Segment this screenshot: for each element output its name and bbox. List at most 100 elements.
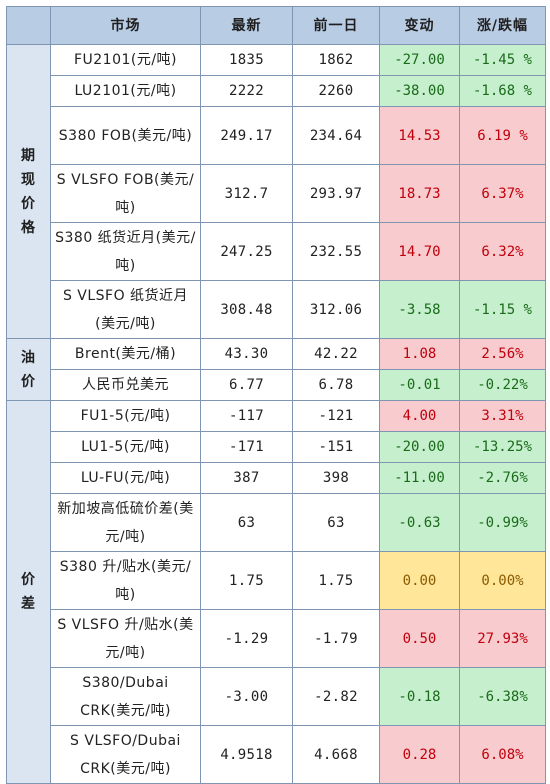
header-previous: 前一日 (292, 6, 380, 45)
table-row: 新加坡高低硫价差(美元/吨) 63 63 -0.63 -0.99% (7, 493, 546, 552)
market-name-cell: LU-FU(元/吨) (50, 462, 201, 494)
header-market: 市场 (50, 6, 201, 45)
table-row: S380 升/贴水(美元/吨) 1.75 1.75 0.00 0.00% (7, 551, 546, 610)
group-label: 油价 (6, 338, 51, 401)
table-row: LU1-5(元/吨) -171 -151 -20.00 -13.25% (7, 431, 546, 463)
group-label-text: 价差 (21, 572, 36, 612)
table-row: 油价 Brent(美元/桶) 43.30 42.22 1.08 2.56% (6, 338, 546, 401)
latest-value-cell: -171 (200, 431, 293, 463)
change-value-cell: 14.53 (379, 106, 460, 165)
table-body: 期现价格 FU2101(元/吨) 1835 1862 -27.00 -1.45 % LU21… (6, 44, 546, 784)
pct-change-cell: -1.15 % (459, 280, 546, 339)
table-row: S380 纸货近月(美元/吨) 247.25 232.55 14.70 6.32% (7, 222, 546, 281)
change-value-cell: 14.70 (379, 222, 460, 281)
pct-change-cell: 6.08% (459, 725, 546, 784)
market-name-cell: S VLSFO/Dubai CRK(美元/吨) (50, 725, 201, 784)
change-value-cell: -0.01 (379, 369, 460, 401)
pct-change-cell: 27.93% (459, 609, 546, 668)
market-name-cell: S380/Dubai CRK(美元/吨) (50, 667, 201, 726)
latest-value-cell: -3.00 (200, 667, 293, 726)
previous-value-cell: -1.79 (292, 609, 380, 668)
table-row: LU2101(元/吨) 2222 2260 -38.00 -1.68 % (7, 75, 546, 107)
table-row: S VLSFO FOB(美元/吨) 312.7 293.97 18.73 6.37% (7, 164, 546, 223)
table-row: S VLSFO 纸货近月(美元/吨) 308.48 312.06 -3.58 -1.15… (7, 280, 546, 339)
market-name-cell: S380 纸货近月(美元/吨) (50, 222, 201, 281)
pct-change-cell: 6.32% (459, 222, 546, 281)
market-name-cell: FU2101(元/吨) (50, 44, 201, 76)
header-corner (6, 6, 51, 45)
change-value-cell: 0.28 (379, 725, 460, 784)
previous-value-cell: 1.75 (292, 551, 380, 610)
latest-value-cell: 1.75 (200, 551, 293, 610)
pct-change-cell: -2.76% (459, 462, 546, 494)
latest-value-cell: 4.9518 (200, 725, 293, 784)
change-value-cell: -3.58 (379, 280, 460, 339)
pct-change-cell: 6.37% (459, 164, 546, 223)
change-value-cell: -27.00 (379, 44, 460, 76)
previous-value-cell: 2260 (292, 75, 380, 107)
latest-value-cell: -1.29 (200, 609, 293, 668)
change-value-cell: 18.73 (379, 164, 460, 223)
group-label: 价差 (6, 400, 51, 784)
latest-value-cell: 43.30 (200, 338, 293, 370)
previous-value-cell: 4.668 (292, 725, 380, 784)
header-pct-change: 涨/跌幅 (459, 6, 546, 45)
change-value-cell: -20.00 (379, 431, 460, 463)
pct-change-cell: -0.99% (459, 493, 546, 552)
latest-value-cell: 6.77 (200, 369, 293, 401)
pct-change-cell: -1.68 % (459, 75, 546, 107)
previous-value-cell: -151 (292, 431, 380, 463)
market-name-cell: 人民币兑美元 (50, 369, 201, 401)
market-name-cell: 新加坡高低硫价差(美元/吨) (50, 493, 201, 552)
market-name-cell: S VLSFO FOB(美元/吨) (50, 164, 201, 223)
table-row: S VLSFO/Dubai CRK(美元/吨) 4.9518 4.668 0.28 6.… (7, 725, 546, 784)
table-row: 期现价格 FU2101(元/吨) 1835 1862 -27.00 -1.45 % (6, 44, 546, 339)
pct-change-cell: -0.22% (459, 369, 546, 401)
change-value-cell: 0.50 (379, 609, 460, 668)
latest-value-cell: 247.25 (200, 222, 293, 281)
change-value-cell: 1.08 (379, 338, 460, 370)
header-row: 市场 最新 前一日 变动 涨/跌幅 (6, 6, 546, 45)
price-table: 市场 最新 前一日 变动 涨/跌幅 期现价格 FU2101(元/吨) 1835 186… (6, 6, 546, 784)
market-name-cell: Brent(美元/桶) (50, 338, 201, 370)
change-value-cell: -0.18 (379, 667, 460, 726)
table-row: LU-FU(元/吨) 387 398 -11.00 -2.76% (7, 462, 546, 494)
latest-value-cell: 2222 (200, 75, 293, 107)
pct-change-cell: 2.56% (459, 338, 546, 370)
group-label: 期现价格 (6, 44, 51, 339)
previous-value-cell: 63 (292, 493, 380, 552)
change-value-cell: -0.63 (379, 493, 460, 552)
market-name-cell: S380 FOB(美元/吨) (50, 106, 201, 165)
latest-value-cell: -117 (200, 400, 293, 432)
header-change: 变动 (379, 6, 460, 45)
previous-value-cell: 293.97 (292, 164, 380, 223)
change-value-cell: 4.00 (379, 400, 460, 432)
table-row: S380 FOB(美元/吨) 249.17 234.64 14.53 6.19 % (7, 106, 546, 165)
latest-value-cell: 63 (200, 493, 293, 552)
table-row: 价差 FU1-5(元/吨) -117 -121 4.00 3.31% (6, 400, 546, 784)
table-row: S380/Dubai CRK(美元/吨) -3.00 -2.82 -0.18 -6.38… (7, 667, 546, 726)
pct-change-cell: -1.45 % (459, 44, 546, 76)
pct-change-cell: -6.38% (459, 667, 546, 726)
market-name-cell: LU2101(元/吨) (50, 75, 201, 107)
latest-value-cell: 249.17 (200, 106, 293, 165)
previous-value-cell: 234.64 (292, 106, 380, 165)
previous-value-cell: 42.22 (292, 338, 380, 370)
latest-value-cell: 312.7 (200, 164, 293, 223)
market-name-cell: S380 升/贴水(美元/吨) (50, 551, 201, 610)
change-value-cell: 0.00 (379, 551, 460, 610)
table-row: S VLSFO 升/贴水(美元/吨) -1.29 -1.79 0.50 27.93% (7, 609, 546, 668)
latest-value-cell: 387 (200, 462, 293, 494)
market-name-cell: S VLSFO 升/贴水(美元/吨) (50, 609, 201, 668)
header-latest: 最新 (200, 6, 293, 45)
market-name-cell: FU1-5(元/吨) (50, 400, 201, 432)
latest-value-cell: 1835 (200, 44, 293, 76)
group-label-text: 期现价格 (21, 147, 36, 236)
previous-value-cell: 312.06 (292, 280, 380, 339)
previous-value-cell: 6.78 (292, 369, 380, 401)
latest-value-cell: 308.48 (200, 280, 293, 339)
change-value-cell: -38.00 (379, 75, 460, 107)
group-label-text: 油价 (21, 349, 36, 390)
pct-change-cell: -13.25% (459, 431, 546, 463)
previous-value-cell: -121 (292, 400, 380, 432)
